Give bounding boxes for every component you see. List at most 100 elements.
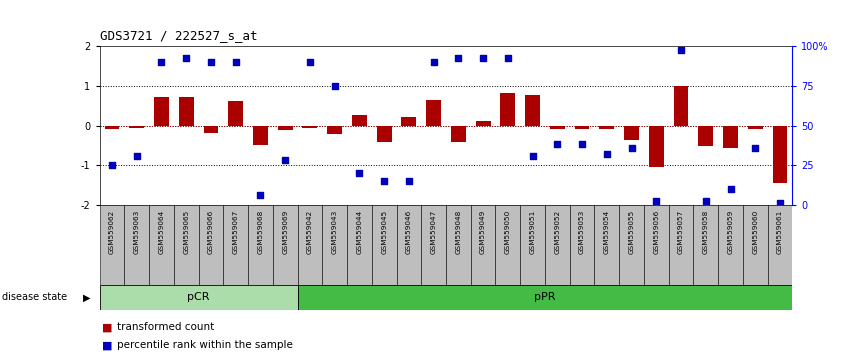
Bar	[669, 205, 694, 285]
Bar	[105, 126, 120, 129]
Bar	[273, 205, 298, 285]
Point	[303, 59, 317, 65]
Text: GSM559049: GSM559049	[480, 209, 486, 253]
Point	[378, 178, 391, 184]
Bar	[767, 205, 792, 285]
Bar	[748, 126, 763, 129]
Bar	[723, 126, 738, 148]
Text: GSM559056: GSM559056	[653, 209, 659, 253]
Point	[551, 141, 565, 147]
Point	[699, 199, 713, 204]
Bar	[402, 117, 417, 126]
Point	[724, 187, 738, 192]
Point	[179, 55, 193, 61]
Text: GSM559048: GSM559048	[456, 209, 462, 253]
Text: ▶: ▶	[83, 292, 91, 302]
Point	[650, 199, 663, 204]
Bar	[525, 95, 540, 126]
Bar	[495, 205, 520, 285]
Text: GSM559060: GSM559060	[753, 209, 759, 253]
Point	[674, 47, 688, 53]
Text: GSM559046: GSM559046	[406, 209, 412, 253]
Bar	[154, 97, 169, 126]
Text: GSM559066: GSM559066	[208, 209, 214, 253]
Point	[402, 178, 416, 184]
Bar	[397, 205, 421, 285]
Text: GSM559069: GSM559069	[282, 209, 288, 253]
Point	[352, 171, 366, 176]
Point	[204, 59, 218, 65]
Bar	[100, 205, 125, 285]
Bar	[772, 126, 787, 183]
Point	[526, 153, 540, 158]
Point	[773, 200, 787, 206]
Bar	[229, 101, 243, 126]
Bar	[619, 205, 644, 285]
Bar	[594, 205, 619, 285]
Bar	[223, 205, 248, 285]
Point	[427, 59, 441, 65]
Bar	[149, 205, 174, 285]
Text: GSM559059: GSM559059	[727, 209, 734, 253]
Bar	[426, 100, 441, 126]
Text: GSM559054: GSM559054	[604, 209, 610, 253]
Text: GDS3721 / 222527_s_at: GDS3721 / 222527_s_at	[100, 29, 257, 42]
Bar	[129, 126, 144, 128]
Text: GSM559067: GSM559067	[233, 209, 239, 253]
Bar	[674, 86, 688, 126]
Bar	[421, 205, 446, 285]
Text: GSM559051: GSM559051	[530, 209, 535, 253]
Bar	[377, 126, 391, 142]
Point	[748, 145, 762, 150]
Point	[600, 151, 614, 156]
Text: GSM559053: GSM559053	[579, 209, 585, 253]
Bar	[624, 126, 639, 139]
Text: GSM559061: GSM559061	[777, 209, 783, 253]
Text: pCR: pCR	[187, 292, 210, 302]
Text: ■: ■	[102, 340, 113, 350]
Text: GSM559045: GSM559045	[381, 209, 387, 253]
Text: GSM559052: GSM559052	[554, 209, 560, 253]
Bar	[475, 121, 490, 126]
Bar	[471, 205, 495, 285]
Text: GSM559068: GSM559068	[257, 209, 263, 253]
Bar	[550, 126, 565, 129]
Text: percentile rank within the sample: percentile rank within the sample	[117, 340, 293, 350]
Text: GSM559044: GSM559044	[357, 209, 362, 253]
Point	[105, 163, 119, 169]
Text: GSM559058: GSM559058	[703, 209, 708, 253]
Bar	[125, 205, 149, 285]
Bar	[446, 205, 471, 285]
Bar	[451, 126, 466, 142]
Text: GSM559047: GSM559047	[430, 209, 436, 253]
Bar	[178, 97, 194, 126]
Text: GSM559042: GSM559042	[307, 209, 313, 253]
Text: ■: ■	[102, 322, 113, 332]
Text: GSM559065: GSM559065	[184, 209, 189, 253]
Bar	[302, 126, 317, 128]
Text: GSM559063: GSM559063	[133, 209, 139, 253]
Bar	[694, 205, 718, 285]
Bar	[100, 285, 298, 310]
Bar	[298, 285, 792, 310]
Point	[327, 83, 341, 88]
Point	[575, 141, 589, 147]
Text: GSM559062: GSM559062	[109, 209, 115, 253]
Point	[451, 55, 465, 61]
Bar	[698, 126, 714, 147]
Bar	[649, 126, 663, 167]
Point	[254, 193, 268, 198]
Bar	[644, 205, 669, 285]
Bar	[352, 114, 367, 126]
Text: GSM559055: GSM559055	[629, 209, 635, 253]
Bar	[327, 126, 342, 135]
Text: GSM559043: GSM559043	[332, 209, 338, 253]
Bar	[372, 205, 397, 285]
Bar	[599, 126, 614, 129]
Bar	[545, 205, 570, 285]
Bar	[718, 205, 743, 285]
Point	[229, 59, 242, 65]
Text: transformed count: transformed count	[117, 322, 214, 332]
Bar	[204, 126, 218, 133]
Text: GSM559057: GSM559057	[678, 209, 684, 253]
